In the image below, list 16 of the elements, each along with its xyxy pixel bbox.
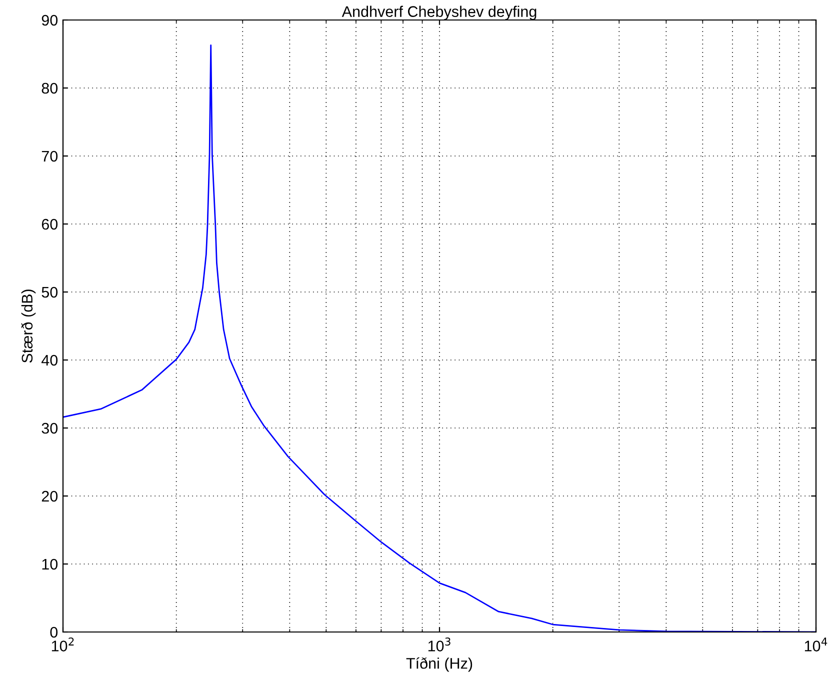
y-tick-label: 10 [42, 558, 58, 570]
y-tick-label: 60 [42, 218, 58, 230]
x-tick-label: 10$^{4}$ [804, 638, 828, 652]
y-tick-label: 30 [42, 422, 58, 434]
y-tick-label: 80 [42, 82, 58, 94]
y-tick-label: 90 [42, 14, 58, 26]
x-tick-label: 10$^{3}$ [428, 638, 450, 652]
x-axis-title: Tíðni (Hz) [406, 657, 472, 672]
chart-title: Andhverf Chebyshev deyfing [342, 6, 536, 20]
x-tick-label: 10$^{2}$ [52, 638, 74, 652]
y-axis-title: Stærð (dB) [21, 290, 36, 363]
y-tick-label: 0 [50, 626, 58, 638]
y-tick-label: 40 [42, 354, 58, 366]
y-tick-label: 50 [42, 286, 58, 298]
y-tick-label: 20 [42, 490, 58, 502]
y-tick-label: 70 [42, 150, 58, 162]
